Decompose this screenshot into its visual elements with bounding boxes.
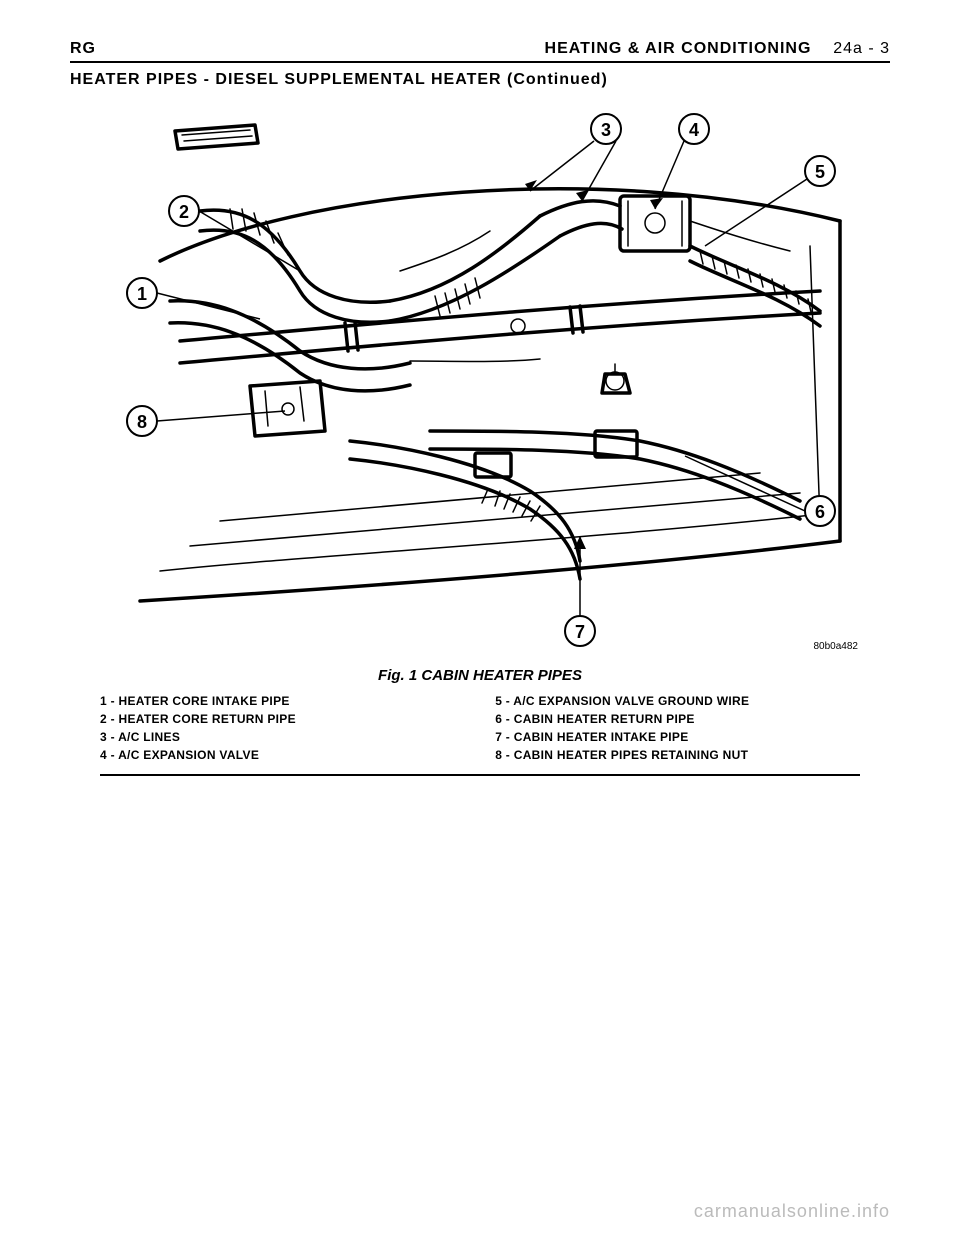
legend-item: 1 - HEATER CORE INTAKE PIPE <box>100 692 465 710</box>
svg-text:3: 3 <box>601 120 611 140</box>
callout-2: 2 <box>169 196 199 226</box>
page-header: RG HEATING & AIR CONDITIONING 24a - 3 <box>70 40 890 63</box>
footer-watermark: carmanualsonline.info <box>694 1201 890 1222</box>
figure-ref-number: 80b0a482 <box>814 641 859 652</box>
figure-caption: Fig. 1 CABIN HEATER PIPES <box>100 667 860 684</box>
callout-6: 6 <box>805 496 835 526</box>
figure-legend: 1 - HEATER CORE INTAKE PIPE 2 - HEATER C… <box>100 692 860 776</box>
callout-7: 7 <box>565 616 595 646</box>
sub-header: HEATER PIPES - DIESEL SUPPLEMENTAL HEATE… <box>70 71 890 89</box>
figure-container: 1 2 3 4 5 6 7 <box>100 101 860 776</box>
header-page-number: 24a - 3 <box>833 40 890 57</box>
header-section: HEATING & AIR CONDITIONING <box>545 40 812 57</box>
callout-3: 3 <box>591 114 621 144</box>
legend-left-column: 1 - HEATER CORE INTAKE PIPE 2 - HEATER C… <box>100 692 465 764</box>
legend-item: 4 - A/C EXPANSION VALVE <box>100 746 465 764</box>
svg-text:1: 1 <box>137 284 147 304</box>
legend-right-column: 5 - A/C EXPANSION VALVE GROUND WIRE 6 - … <box>495 692 860 764</box>
legend-item: 3 - A/C LINES <box>100 728 465 746</box>
svg-text:5: 5 <box>815 162 825 182</box>
callout-8: 8 <box>127 406 157 436</box>
svg-text:8: 8 <box>137 412 147 432</box>
legend-item: 6 - CABIN HEATER RETURN PIPE <box>495 710 860 728</box>
svg-text:4: 4 <box>689 120 699 140</box>
legend-item: 2 - HEATER CORE RETURN PIPE <box>100 710 465 728</box>
header-right: HEATING & AIR CONDITIONING 24a - 3 <box>545 40 890 58</box>
callout-1: 1 <box>127 278 157 308</box>
legend-item: 7 - CABIN HEATER INTAKE PIPE <box>495 728 860 746</box>
svg-text:7: 7 <box>575 622 585 642</box>
svg-text:6: 6 <box>815 502 825 522</box>
legend-item: 8 - CABIN HEATER PIPES RETAINING NUT <box>495 746 860 764</box>
header-left: RG <box>70 40 96 58</box>
svg-text:2: 2 <box>179 202 189 222</box>
callout-4: 4 <box>679 114 709 144</box>
legend-item: 5 - A/C EXPANSION VALVE GROUND WIRE <box>495 692 860 710</box>
cabin-heater-pipes-diagram: 1 2 3 4 5 6 7 <box>100 101 860 661</box>
callout-5: 5 <box>805 156 835 186</box>
